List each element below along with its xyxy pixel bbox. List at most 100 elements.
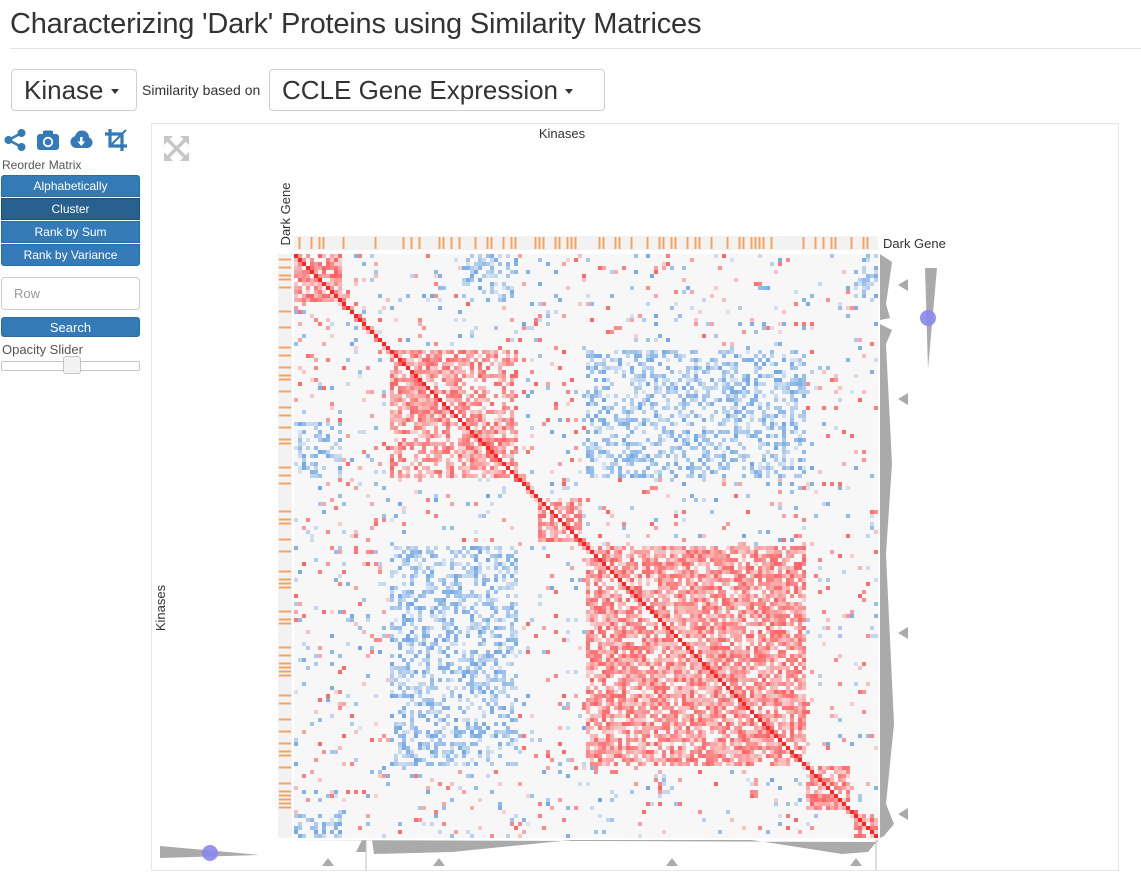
heatmap-cell — [654, 610, 658, 614]
reorder-rank-by-sum-button[interactable]: Rank by Sum — [1, 221, 140, 243]
heatmap-cell — [658, 578, 662, 582]
heatmap-cell — [434, 274, 438, 278]
heatmap-cell — [794, 618, 798, 622]
heatmap-cell — [646, 302, 650, 306]
heatmap-cell — [790, 642, 794, 646]
heatmap-cell — [738, 574, 742, 578]
heatmap-cell — [470, 270, 474, 274]
heatmap-cell — [590, 450, 594, 454]
search-button[interactable]: Search — [1, 317, 140, 337]
heatmap-cell — [666, 678, 670, 682]
heatmap-cell — [662, 690, 666, 694]
heatmap-cell — [622, 266, 626, 270]
heatmap-cell — [422, 594, 426, 598]
heatmap-cell — [742, 658, 746, 662]
heatmap-cell — [694, 570, 698, 574]
dark-gene-marker — [279, 694, 291, 697]
reorder-cluster-button[interactable]: Cluster — [1, 198, 140, 220]
cloud-download-icon[interactable] — [69, 128, 93, 152]
heatmap-cell — [406, 670, 410, 674]
heatmap-cell — [766, 670, 770, 674]
dark-gene-marker — [279, 794, 291, 797]
heatmap-cell — [406, 554, 410, 558]
heatmap-cell — [790, 414, 794, 418]
dark-gene-marker — [630, 237, 633, 249]
heatmap-cell — [682, 442, 686, 446]
category-dropdown[interactable]: Kinase — [11, 69, 137, 111]
heatmap-cell — [510, 630, 514, 634]
heatmap-cell — [574, 522, 578, 526]
heatmap-cell — [466, 658, 470, 662]
heatmap-cell — [790, 574, 794, 578]
heatmap-cell — [450, 390, 454, 394]
heatmap-cell — [362, 318, 366, 322]
heatmap-cell — [590, 474, 594, 478]
heatmap-cell — [766, 550, 770, 554]
heatmap-cell — [746, 622, 750, 626]
heatmap-cell — [326, 298, 330, 302]
heatmap-cell — [662, 426, 666, 430]
heatmap-cell — [742, 594, 746, 598]
heatmap-cell — [538, 318, 542, 322]
heatmap-cell — [614, 458, 618, 462]
heatmap-cell — [574, 526, 578, 530]
heatmap-cell — [390, 414, 394, 418]
heatmap-cell — [630, 606, 634, 610]
heatmap-cell — [630, 370, 634, 374]
heatmap-cell — [750, 570, 754, 574]
heatmap-cell — [398, 450, 402, 454]
reorder-alphabetically-button[interactable]: Alphabetically — [1, 175, 140, 197]
heatmap-cell — [458, 358, 462, 362]
expand-icon[interactable] — [162, 134, 192, 164]
heatmap-cell — [482, 434, 486, 438]
heatmap-cell — [670, 386, 674, 390]
opacity-slider[interactable] — [1, 356, 140, 374]
heatmap-cell — [466, 394, 470, 398]
heatmap-cell — [554, 270, 558, 274]
heatmap-cell — [418, 606, 422, 610]
heatmap-cell — [558, 510, 562, 514]
heatmap-cell — [458, 454, 462, 458]
heatmap-cell — [862, 354, 866, 358]
heatmap-cell — [474, 554, 478, 558]
heatmap-cell — [510, 382, 514, 386]
opacity-slider-handle[interactable] — [62, 356, 81, 374]
heatmap-cell — [446, 374, 450, 378]
heatmap-cell — [606, 550, 610, 554]
heatmap-cell — [698, 674, 702, 678]
heatmap-cell — [418, 378, 422, 382]
heatmap-cell — [618, 546, 622, 550]
similarity-dropdown[interactable]: CCLE Gene Expression — [269, 69, 605, 111]
heatmap-cell — [478, 630, 482, 634]
heatmap-cell — [630, 698, 634, 702]
reorder-rank-by-variance-button[interactable]: Rank by Variance — [1, 244, 140, 266]
heatmap-cell — [798, 602, 802, 606]
row-search-input[interactable] — [1, 277, 140, 310]
heatmap-cell — [722, 618, 726, 622]
heatmap-cell — [654, 266, 658, 270]
heatmap-cell — [758, 606, 762, 610]
heatmap-cell — [474, 594, 478, 598]
heatmap-cell — [582, 546, 586, 550]
camera-icon[interactable] — [36, 128, 60, 152]
heatmap-cell — [462, 450, 466, 454]
heatmap-cell — [706, 614, 710, 618]
heatmap-cell — [346, 322, 350, 326]
share-icon[interactable] — [3, 128, 27, 152]
heatmap-cell — [430, 350, 434, 354]
heatmap-cell — [326, 422, 330, 426]
heatmap-cell — [610, 670, 614, 674]
heatmap-cell — [478, 398, 482, 402]
heatmap-cell — [706, 574, 710, 578]
heatmap-cell — [510, 362, 514, 366]
heatmap-cell — [794, 606, 798, 610]
heatmap-cell — [450, 394, 454, 398]
heatmap-cell — [658, 614, 662, 618]
heatmap-cell — [598, 610, 602, 614]
heatmap[interactable] — [294, 254, 878, 838]
heatmap-cell — [434, 362, 438, 366]
heatmap-cell — [758, 670, 762, 674]
crop-icon[interactable] — [104, 128, 128, 152]
heatmap-cell — [774, 630, 778, 634]
heatmap-cell — [714, 694, 718, 698]
